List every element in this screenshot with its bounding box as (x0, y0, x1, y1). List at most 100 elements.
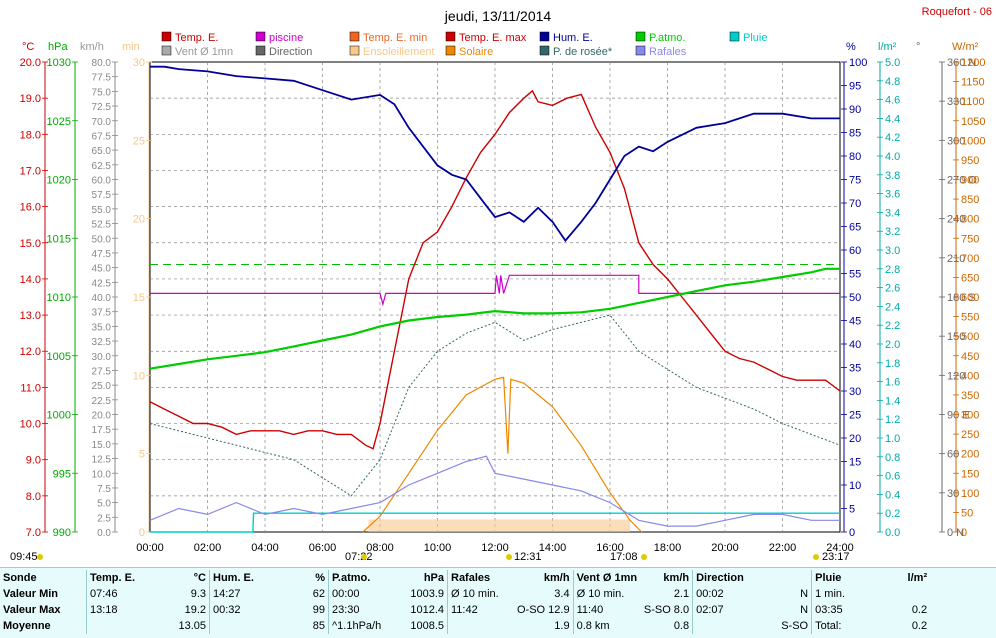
dir-axis-label: 270 O (947, 175, 977, 187)
legend-label: Ensoleillement (363, 46, 435, 58)
legend-swatch (255, 31, 266, 42)
stats-cell: 62 (312, 588, 325, 600)
hum-axis-label: 90 (849, 104, 861, 116)
rain-axis-label: 1.6 (885, 377, 900, 389)
rain-axis-label: 4.4 (885, 113, 900, 125)
series-line-solaire (362, 376, 643, 533)
solar-axis-label: 400 (961, 370, 979, 382)
press-axis-label: 1015 (47, 233, 71, 245)
stats-cell (447, 618, 514, 634)
stats-cell: 00:32 (209, 602, 274, 618)
legend-label: Solaire (459, 46, 493, 58)
rain-axis-label: 0.6 (885, 471, 900, 483)
stats-cell (878, 586, 930, 602)
solar-axis-label: 850 (961, 194, 979, 206)
legend-label: P.atmo. (649, 32, 686, 44)
stats-header-cell: Temp. E. (86, 570, 151, 586)
series-line-p-atmo (149, 267, 840, 370)
stats-cell: 07:46 (86, 586, 151, 602)
press-axis-label: 1025 (47, 116, 71, 128)
solar-axis-label: 300 (961, 410, 979, 422)
hum-axis-label: 10 (849, 480, 861, 492)
hum-axis-label: 70 (849, 198, 861, 210)
solar-axis-label: 800 (961, 214, 979, 226)
rain-axis-label: 4.2 (885, 132, 900, 144)
wind-axis-label: 20.0 (92, 411, 112, 422)
rain-axis-label: 0.0 (885, 527, 900, 539)
hum-axis-label: 5 (849, 504, 855, 516)
legend-swatch (255, 45, 266, 56)
stats-cell: Ø 10 min. (572, 586, 641, 602)
sun-axis-label: 5 (139, 449, 145, 461)
x-tick-label: 24:00 (826, 542, 854, 554)
rain-axis-label: 3.4 (885, 207, 900, 219)
temp-axis-label: 13.0 (20, 310, 41, 322)
legend-label: Vent Ø 1mn (175, 46, 233, 58)
x-tick-label: 14:00 (539, 542, 567, 554)
solar-axis-label: 1150 (961, 77, 985, 89)
sun-marker (37, 554, 43, 560)
wind-axis-label: 35.0 (92, 322, 112, 333)
rain-axis-label: 4.6 (885, 95, 900, 107)
stats-cell: 14:27 (209, 586, 274, 602)
rain-axis-label: 5.0 (885, 57, 900, 69)
rain-axis-label: 1.2 (885, 414, 900, 426)
x-tick-label: 12:00 (481, 542, 509, 554)
stats-cell (86, 618, 151, 634)
stats-cell: 0.8 km (572, 618, 641, 634)
axis-unit-solar: W/m² (952, 41, 979, 53)
temp-axis-label: 7.0 (26, 527, 41, 539)
hum-axis-label: 75 (849, 175, 861, 187)
series-line-temp-e (149, 89, 841, 450)
sun-axis-label: 0 (139, 527, 145, 539)
temp-axis-label: 16.0 (20, 202, 41, 214)
press-axis-label: 990 (53, 527, 71, 539)
stats-table: Sonde Temp. E. °C Hum. E. % P.atmo. hPa … (0, 570, 930, 634)
rain-axis-label: 2.8 (885, 264, 900, 276)
x-tick-label: 02:00 (194, 542, 222, 554)
wind-axis-label: 2.5 (97, 513, 111, 524)
wind-axis-label: 47.5 (92, 249, 112, 260)
stats-header-cell: Sonde (3, 572, 37, 584)
wind-axis-label: 52.5 (92, 220, 112, 231)
stats-cell: 99 (312, 604, 325, 616)
legend-swatch (729, 31, 740, 42)
hum-axis-label: 55 (849, 269, 861, 281)
hum-axis-label: 100 (849, 57, 867, 69)
stats-cell: S-SO 8.0 (643, 604, 690, 616)
stats-header-cell: l/m² (907, 572, 928, 584)
temp-axis-label: 14.0 (20, 274, 41, 286)
wind-axis-label: 25.0 (92, 381, 112, 392)
stats-cell: 0.8 (673, 620, 690, 632)
stats-cell: N (800, 604, 809, 616)
legend-label: Temp. E. min (363, 32, 427, 44)
solar-axis-label: 750 (961, 233, 979, 245)
wind-axis-label: 27.5 (92, 366, 112, 377)
sun-time-last: 23:17 (822, 551, 850, 563)
solar-axis-label: 950 (961, 155, 979, 167)
temp-axis-label: 19.0 (20, 93, 41, 105)
solar-axis-label: 100 (961, 488, 979, 500)
temp-axis-label: 9.0 (26, 455, 41, 467)
temp-axis-label: 20.0 (20, 57, 41, 69)
stats-header-cell: Vent Ø 1mn (572, 570, 641, 586)
wind-axis-label: 80.0 (92, 58, 112, 69)
legend-label: P. de rosée* (553, 46, 613, 58)
x-tick-label: 20:00 (711, 542, 739, 554)
wind-axis-label: 60.0 (92, 176, 112, 187)
hum-axis-label: 0 (849, 527, 855, 539)
solar-axis-label: 1100 (961, 96, 985, 108)
stats-cell (209, 618, 274, 634)
weather-chart: jeudi, 13/11/2014 Roquefort - 06 Temp. E. p… (10, 6, 992, 563)
rain-axis-label: 4.0 (885, 151, 900, 163)
solar-axis-label: 550 (961, 312, 979, 324)
legend-swatch (161, 31, 172, 42)
stats-header-cell: Rafales (447, 570, 514, 586)
rain-axis-label: 4.8 (885, 76, 900, 88)
wind-axis-label: 15.0 (92, 440, 112, 451)
stats-cell: 0.2 (911, 604, 928, 616)
solar-axis-label: 250 (961, 429, 979, 441)
legend-swatch (445, 45, 456, 56)
press-axis-label: 1030 (47, 57, 71, 69)
